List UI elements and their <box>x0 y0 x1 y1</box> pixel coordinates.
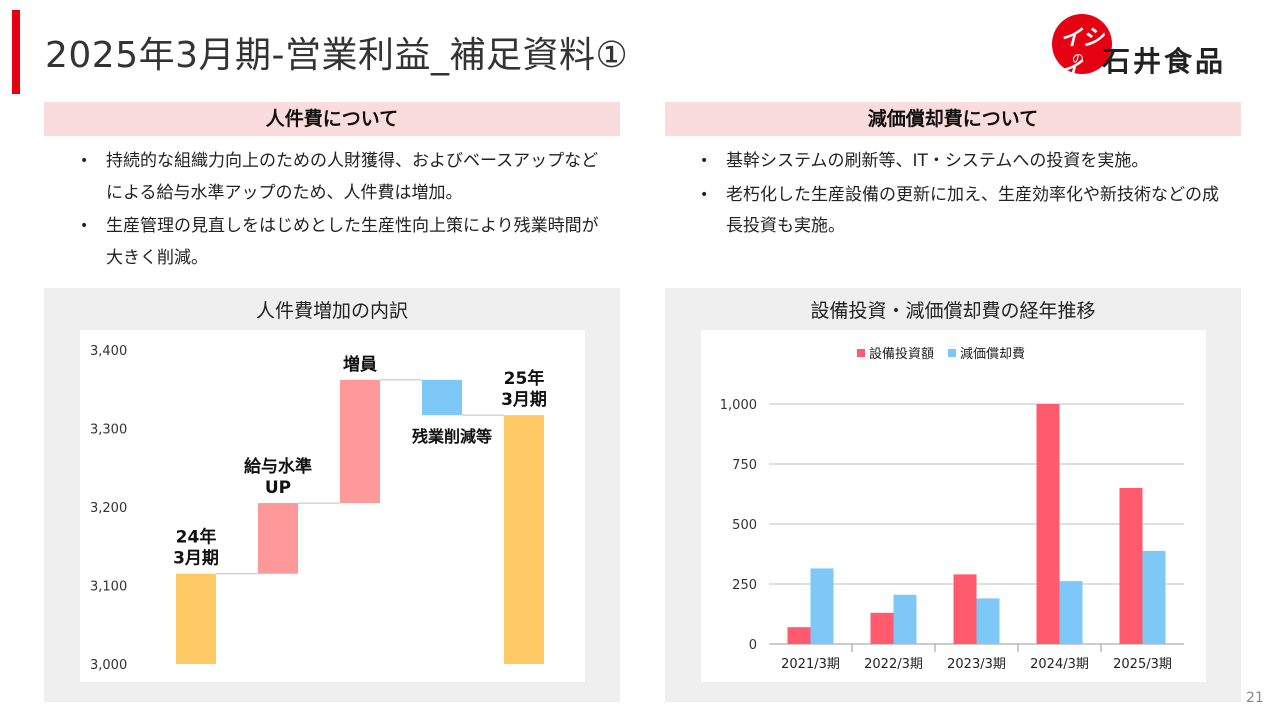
bar-depreciation <box>1059 581 1083 644</box>
bar-capex <box>1036 404 1060 644</box>
chart-title: 設備投資・減価償却費の経年推移 <box>810 300 1096 322</box>
legend-swatch <box>857 349 865 357</box>
bullet-dot: • <box>80 218 89 234</box>
step-label: 24年 <box>176 527 217 548</box>
waterfall-bar <box>422 379 462 416</box>
step-label: UP <box>265 478 291 498</box>
y-tick-label: 3,400 <box>90 344 127 359</box>
bar-capex <box>870 612 894 644</box>
page-number: 21 <box>1246 690 1264 706</box>
depreciation-bullet-list: • 基幹システムの刷新等、IT・システムへの投資を実施。 • 老朽化した生産設備の更… <box>700 146 1230 245</box>
logo-no: の <box>1072 52 1085 66</box>
chart-title: 人件費増加の内訳 <box>255 300 408 322</box>
bar-capex <box>787 627 811 644</box>
bullet-item: • 生産管理の見直しをはじめとした生産性向上策により残業時間が大きく削減。 <box>80 211 610 274</box>
capex-chart: 0 250 500 750 1,000 2021/3期 2022/3期 2023/3期 2024… <box>720 346 1184 672</box>
bar-depreciation <box>893 594 917 644</box>
section-heading-depreciation: 減価償却費について <box>665 102 1241 136</box>
legend-label: 設備投資額 <box>869 346 934 362</box>
bullet-item: • 老朽化した生産設備の更新に加え、生産効率化や新技術などの成長投資も実施。 <box>700 180 1230 243</box>
y-tick-label: 250 <box>732 578 757 593</box>
y-tick-label: 3,100 <box>90 580 127 595</box>
bar-depreciation <box>810 568 834 644</box>
waterfall-plot-area: 3,000 3,100 3,200 3,300 3,400 24年 3月期 給与水準 UP 増員残… <box>80 330 585 682</box>
y-tick-label: 750 <box>732 458 757 473</box>
x-tick-label: 2021/3期 <box>781 657 840 672</box>
x-tick-label: 2024/3期 <box>1030 657 1089 672</box>
bullet-dot: • <box>700 153 709 169</box>
logo-mark: イシイ の <box>1052 14 1112 83</box>
bullet-text: 基幹システムの刷新等、IT・システムへの投資を実施。 <box>726 151 1149 171</box>
bullet-item: • 基幹システムの刷新等、IT・システムへの投資を実施。 <box>700 146 1230 178</box>
capex-plot-area: 0 250 500 750 1,000 2021/3期 2022/3期 2023/3期 2024… <box>701 330 1206 682</box>
company-logo: イシイ の 石井食品 <box>1052 14 1267 83</box>
bar-depreciation <box>1142 550 1166 644</box>
waterfall-bar <box>258 503 298 574</box>
waterfall-chart-panel: 人件費増加の内訳 3,000 3,100 3,200 3,300 3,400 24年 3月期… <box>44 288 620 702</box>
section-heading-personnel: 人件費について <box>44 102 620 136</box>
y-tick-label: 3,000 <box>90 658 127 673</box>
waterfall-chart: 3,0003,1003,2003,3003,40024年3月期給与水準UP増員残… <box>90 344 547 673</box>
page-title: 2025年3月期-営業利益_補足資料① <box>45 35 629 76</box>
y-tick-label: 1,000 <box>720 398 757 413</box>
waterfall-bar <box>176 573 216 664</box>
title-accent-bar <box>12 10 20 94</box>
personnel-bullet-list: • 持続的な組織力向上のための人財獲得、およびベースアップなどによる給与水準アップ… <box>80 146 610 276</box>
bullet-text: 持続的な組織力向上のための人財獲得、およびベースアップなどによる給与水準アップの… <box>106 151 599 203</box>
step-label: 増員 <box>343 354 377 375</box>
capex-chart-panel: 設備投資・減価償却費の経年推移 0 250 500 750 1,000 2021/3期 20… <box>665 288 1241 702</box>
y-tick-label: 500 <box>732 518 757 533</box>
step-label: 残業削減等 <box>412 427 492 446</box>
x-tick-label: 2022/3期 <box>864 657 923 672</box>
bullet-text: 生産管理の見直しをはじめとした生産性向上策により残業時間が大きく削減。 <box>106 216 599 268</box>
y-tick-label: 3,300 <box>90 423 127 438</box>
bar-depreciation <box>976 598 1000 644</box>
bullet-dot: • <box>80 153 89 169</box>
bar-capex <box>1119 488 1143 644</box>
logo-text: 石井食品 <box>1102 45 1227 78</box>
step-label: 3月期 <box>501 390 547 410</box>
bar-capex <box>953 574 977 644</box>
y-tick-label: 0 <box>749 638 757 653</box>
step-label: 25年 <box>504 368 545 389</box>
step-label: 給与水準 <box>244 456 312 477</box>
bullet-item: • 持続的な組織力向上のための人財獲得、およびベースアップなどによる給与水準アップ… <box>80 146 610 209</box>
waterfall-bar <box>340 379 380 504</box>
legend-label: 減価償却費 <box>960 346 1025 362</box>
bullet-text: 老朽化した生産設備の更新に加え、生産効率化や新技術などの成長投資も実施。 <box>726 184 1219 237</box>
waterfall-bar <box>504 415 544 664</box>
logo-kana: イシイ <box>1060 26 1105 83</box>
y-tick-label: 3,200 <box>90 501 127 516</box>
step-label: 3月期 <box>173 549 219 569</box>
x-tick-label: 2025/3期 <box>1113 657 1172 672</box>
bullet-dot: • <box>700 186 709 203</box>
x-tick-label: 2023/3期 <box>947 657 1006 672</box>
legend-swatch <box>948 349 956 357</box>
